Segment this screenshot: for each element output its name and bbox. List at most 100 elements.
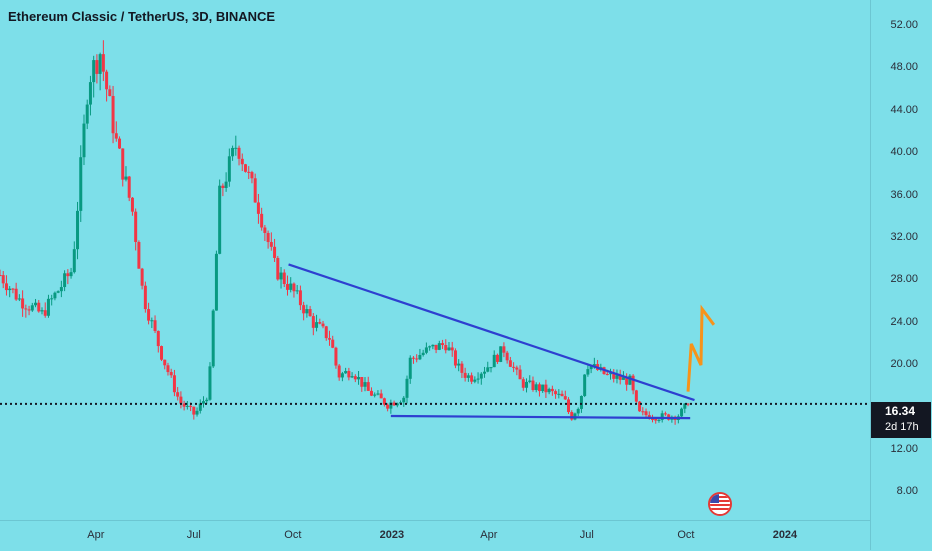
candle-body: [444, 345, 448, 351]
price-axis[interactable]: [870, 0, 932, 550]
price-chart[interactable]: [0, 0, 870, 520]
candle-body: [621, 377, 625, 380]
candle-body: [499, 346, 503, 362]
candle-body: [143, 285, 147, 310]
candle-body: [415, 358, 419, 360]
candle-body: [405, 378, 409, 398]
us-flag-event-icon[interactable]: [708, 492, 732, 516]
candle-body: [521, 379, 525, 388]
candle-body: [489, 367, 493, 369]
candle-body: [486, 367, 490, 372]
candle-body: [508, 360, 512, 367]
candle-body: [66, 273, 70, 277]
candle-body: [324, 326, 328, 339]
candle-body: [460, 363, 464, 373]
candle-body: [118, 138, 122, 149]
candle-body: [221, 185, 225, 189]
candle-body: [63, 273, 67, 288]
candle-body: [641, 411, 645, 413]
candle-body: [431, 344, 435, 347]
candle-body: [88, 82, 92, 105]
candle-body: [108, 89, 112, 97]
candle-body: [98, 54, 102, 74]
candle-body: [644, 411, 648, 416]
candle-body: [289, 283, 293, 290]
candle-body: [327, 338, 331, 340]
candle-body: [347, 371, 351, 378]
candle-body: [470, 375, 474, 382]
candle-body: [586, 369, 590, 375]
candle-body: [466, 375, 470, 378]
candle-body: [224, 181, 228, 189]
candle-body: [557, 393, 561, 395]
candle-body: [69, 272, 73, 277]
symbol-title[interactable]: Ethereum Classic / TetherUS, 3D, BINANCE: [8, 9, 276, 24]
candle-body: [59, 287, 63, 292]
candle-body: [17, 298, 21, 300]
candle-body: [638, 401, 642, 412]
y-tick-label: 48.00: [890, 61, 918, 74]
candle-body: [43, 310, 47, 316]
candle-body: [447, 347, 451, 351]
candle-body: [476, 378, 480, 380]
y-tick-label: 44.00: [890, 103, 918, 116]
candle-body: [550, 388, 554, 392]
bar-countdown: 2d 17h: [885, 421, 919, 433]
candle-body: [273, 246, 277, 258]
candle-body: [534, 384, 538, 390]
candle-body: [156, 330, 160, 347]
candle-body: [576, 408, 580, 414]
candle-body: [589, 366, 593, 370]
candle-body: [160, 346, 164, 360]
candle-body: [441, 343, 445, 346]
candle-body: [579, 396, 583, 409]
y-tick-label: 20.00: [890, 358, 918, 371]
candle-body: [402, 397, 406, 403]
candle-body: [315, 322, 319, 328]
candle-body: [263, 227, 267, 233]
candle-body: [654, 418, 658, 421]
candle-body: [570, 412, 574, 420]
candle-body: [541, 384, 545, 392]
candle-body: [53, 292, 57, 299]
candle-body: [408, 357, 412, 379]
candle-body: [657, 419, 661, 421]
candle-body: [376, 393, 380, 395]
candle-body: [518, 369, 522, 380]
candle-body: [269, 242, 273, 247]
candle-body: [27, 309, 31, 311]
candle-body: [525, 381, 529, 388]
candle-body: [651, 418, 654, 420]
candle-body: [625, 377, 629, 385]
candle-body: [208, 366, 212, 400]
candle-body: [8, 288, 12, 291]
time-axis[interactable]: [0, 520, 870, 551]
candle-body: [256, 202, 260, 214]
candle-body: [544, 384, 548, 393]
candle-body: [531, 380, 535, 390]
candle-body: [101, 54, 105, 72]
candle-body: [282, 272, 286, 285]
candle-body: [21, 298, 25, 309]
candle-body: [483, 371, 487, 374]
candle-body: [298, 290, 302, 306]
candle-body: [583, 374, 587, 397]
x-tick-label: 2023: [379, 529, 405, 541]
candle-body: [205, 399, 209, 402]
candle-body: [176, 392, 180, 397]
candle-body: [340, 373, 344, 378]
candle-body: [237, 147, 241, 159]
candle-body: [260, 213, 264, 228]
projection-arrow: [686, 304, 716, 392]
candle-body: [609, 373, 613, 375]
candle-body: [276, 257, 280, 280]
candle-body: [631, 375, 635, 391]
y-tick-label: 8.00: [896, 485, 918, 498]
candle-body: [105, 71, 109, 90]
candle-body: [166, 365, 170, 373]
candle-body: [82, 123, 86, 158]
candle-body: [285, 284, 289, 290]
candle-body: [382, 398, 386, 405]
candle-body: [479, 373, 483, 379]
